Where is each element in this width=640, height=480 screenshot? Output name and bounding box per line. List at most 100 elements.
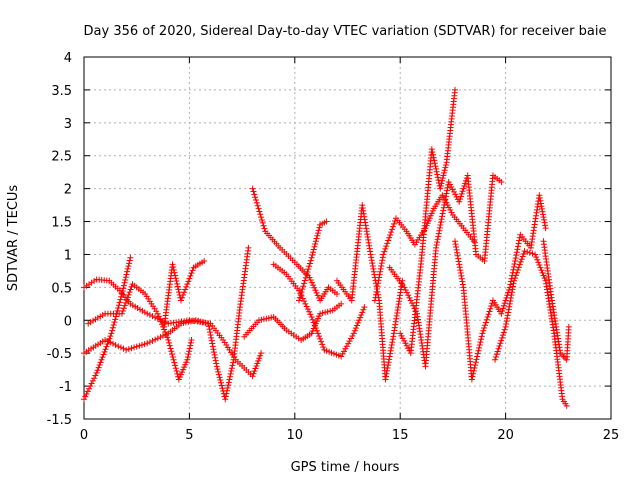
data-point-marker xyxy=(520,250,527,257)
data-point-marker xyxy=(124,294,131,301)
data-point-marker xyxy=(312,287,319,294)
series-track-13 xyxy=(386,172,505,370)
data-point-marker xyxy=(127,254,134,261)
data-point-marker xyxy=(301,280,308,287)
data-point-marker xyxy=(541,216,548,223)
data-point-marker xyxy=(333,290,340,297)
data-point-marker xyxy=(94,367,101,374)
data-point-marker xyxy=(119,288,126,295)
data-point-marker xyxy=(227,373,234,380)
data-point-marker xyxy=(370,265,377,272)
data-point-marker xyxy=(499,334,506,341)
data-point-marker xyxy=(105,338,112,345)
data-point-marker xyxy=(211,351,218,358)
data-point-marker xyxy=(437,221,444,228)
data-point-marker xyxy=(503,320,510,327)
data-point-marker xyxy=(116,299,123,306)
data-point-marker xyxy=(301,298,308,305)
data-point-marker xyxy=(401,284,408,291)
data-point-marker xyxy=(493,351,500,358)
data-point-marker xyxy=(429,148,436,155)
y-tick-label: -0.5 xyxy=(47,347,72,362)
data-point-marker xyxy=(470,370,477,377)
data-point-marker xyxy=(456,261,463,268)
data-point-marker xyxy=(307,277,314,284)
data-point-marker xyxy=(102,346,109,353)
data-point-marker xyxy=(387,347,394,354)
data-point-marker xyxy=(387,350,394,357)
data-point-marker xyxy=(168,348,175,355)
data-point-marker xyxy=(110,321,117,328)
data-point-marker xyxy=(387,231,394,238)
data-point-marker xyxy=(372,294,379,301)
data-point-marker xyxy=(219,385,226,392)
data-point-marker xyxy=(383,370,390,377)
data-point-marker xyxy=(173,278,180,285)
data-point-marker xyxy=(352,325,359,332)
data-point-marker xyxy=(503,318,510,325)
data-point-marker xyxy=(538,267,545,274)
data-point-marker xyxy=(371,271,378,278)
data-point-marker xyxy=(512,272,519,279)
data-point-marker xyxy=(189,267,196,274)
data-point-marker xyxy=(327,308,334,315)
data-point-marker xyxy=(359,309,366,316)
data-point-marker xyxy=(455,255,462,262)
data-point-marker xyxy=(369,262,376,269)
data-point-marker xyxy=(441,201,448,208)
data-point-marker xyxy=(358,312,365,319)
data-point-marker xyxy=(310,319,317,326)
data-point-marker xyxy=(154,310,161,317)
data-point-marker xyxy=(379,257,386,264)
data-point-marker xyxy=(308,279,315,286)
data-point-marker xyxy=(477,339,484,346)
data-point-marker xyxy=(323,218,330,225)
data-point-marker xyxy=(222,393,229,400)
data-point-marker xyxy=(478,333,485,340)
data-point-marker xyxy=(392,218,399,225)
data-point-marker xyxy=(515,264,522,271)
data-point-marker xyxy=(442,196,449,203)
data-point-marker xyxy=(486,308,493,315)
data-point-marker xyxy=(115,302,122,309)
data-point-marker xyxy=(458,275,465,282)
data-point-marker xyxy=(516,237,523,244)
data-point-marker xyxy=(501,300,508,307)
data-point-marker xyxy=(378,262,385,269)
data-point-marker xyxy=(169,261,176,268)
data-point-marker xyxy=(526,249,533,256)
data-point-marker xyxy=(115,343,122,350)
data-point-marker xyxy=(118,310,125,317)
data-point-marker xyxy=(542,222,549,229)
data-point-marker xyxy=(504,312,511,319)
data-point-marker xyxy=(473,356,480,363)
data-point-marker xyxy=(346,338,353,345)
data-point-marker xyxy=(141,341,148,348)
x-tick-label: 10 xyxy=(287,428,304,443)
data-point-marker xyxy=(430,151,437,158)
data-point-marker xyxy=(128,283,135,290)
data-point-marker xyxy=(388,344,395,351)
data-point-marker xyxy=(310,249,317,256)
data-point-marker xyxy=(385,237,392,244)
data-point-marker xyxy=(81,396,87,403)
data-point-marker xyxy=(207,331,214,338)
data-point-marker xyxy=(175,286,182,293)
data-point-marker xyxy=(186,275,193,282)
data-point-marker xyxy=(443,190,450,197)
data-point-marker xyxy=(222,396,229,403)
data-point-marker xyxy=(171,269,178,276)
data-point-marker xyxy=(565,323,572,330)
data-point-marker xyxy=(497,340,504,347)
data-point-marker xyxy=(216,374,223,381)
data-point-marker xyxy=(218,382,225,389)
data-point-marker xyxy=(133,343,140,350)
data-point-marker xyxy=(507,295,514,302)
plot-area xyxy=(83,56,612,420)
data-point-marker xyxy=(350,330,357,337)
data-point-marker xyxy=(312,238,319,245)
data-point-marker xyxy=(126,257,133,264)
data-point-marker xyxy=(185,351,192,358)
data-point-marker xyxy=(251,191,258,198)
data-point-marker xyxy=(479,330,486,337)
